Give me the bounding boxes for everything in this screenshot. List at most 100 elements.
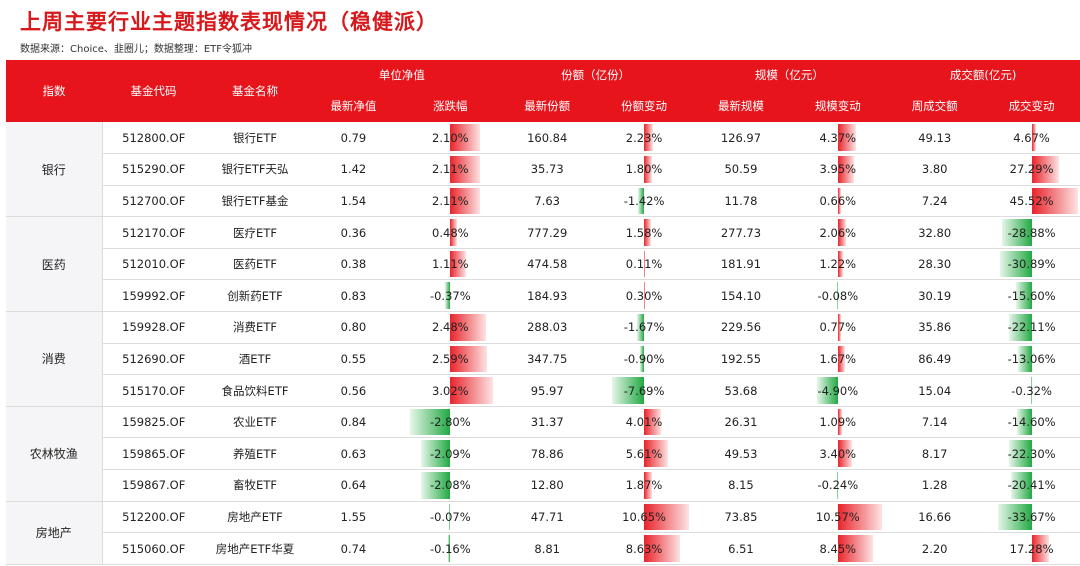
turnover-change-cell-value: 17.28% — [1009, 541, 1054, 556]
scale-latest-cell: 53.68 — [692, 374, 790, 407]
shares-latest-cell: 7.63 — [498, 185, 596, 218]
nav-change-cell: 2.59% — [401, 343, 499, 376]
fund-code-cell: 512690.OF — [102, 343, 205, 376]
decrease-bar — [410, 408, 451, 436]
shares-change-cell: 8.63% — [595, 532, 693, 565]
fund-name-cell: 银行ETF — [205, 122, 305, 155]
etf-performance-table: 指数 基金代码 基金名称 单位净值 份额（亿份） 规模（亿元） 成交额(亿元) … — [6, 60, 1080, 565]
increase-bar — [837, 440, 853, 468]
turnover-change-cell-value: -22.30% — [1007, 446, 1056, 461]
increase-bar — [644, 503, 689, 531]
header-name: 基金名称 — [205, 60, 305, 122]
increase-bar — [837, 250, 843, 278]
nav-change-cell: 0.48% — [401, 216, 499, 249]
fund-code-cell: 159867.OF — [102, 469, 205, 502]
fund-name-cell: 房地产ETF — [205, 501, 305, 534]
nav-change-cell-value: 2.48% — [432, 320, 469, 335]
table-row: 515170.OF 食品饮料ETF 0.56 3.02% 95.97 -7.69% 53.6… — [6, 374, 1080, 407]
index-group-label: 银行 — [6, 122, 103, 218]
scale-latest-cell: 26.31 — [692, 406, 790, 439]
decrease-bar — [638, 187, 645, 215]
nav-change-cell-value: -2.09% — [429, 446, 471, 461]
scale-latest-cell: 50.59 — [692, 153, 790, 186]
header-scale: 规模（亿元） — [692, 60, 887, 90]
shares-change-cell: 0.30% — [595, 279, 693, 313]
nav-change-cell: -2.80% — [401, 406, 499, 439]
header-turnover-week: 周成交额 — [886, 90, 984, 122]
fund-name-cell: 医药ETF — [205, 248, 305, 281]
decrease-bar — [1010, 472, 1032, 499]
increase-bar — [450, 219, 458, 246]
increase-bar — [450, 250, 467, 278]
scale-change-cell-value: 4.37% — [819, 130, 857, 145]
increase-bar — [837, 219, 847, 246]
turnover-change-cell: -14.60% — [983, 406, 1080, 439]
header-turnover: 成交额(亿元) — [886, 60, 1080, 90]
shares-change-cell-value: 8.63% — [625, 541, 663, 556]
shares-change-cell-value: 10.65% — [622, 509, 666, 524]
turnover-change-cell: -28.88% — [983, 216, 1080, 249]
increase-bar — [644, 156, 652, 183]
nav-change-cell-value: -2.08% — [429, 478, 471, 493]
shares-latest-cell: 777.29 — [498, 216, 596, 249]
nav-change-cell: 2.11% — [401, 153, 499, 186]
increase-bar — [644, 219, 651, 246]
nav-change-cell: 2.48% — [401, 311, 499, 344]
shares-latest-cell: 347.75 — [498, 343, 596, 376]
increase-bar — [644, 535, 681, 562]
shares-change-cell-value: 4.01% — [625, 415, 663, 430]
shares-latest-cell: 474.58 — [498, 248, 596, 281]
increase-bar — [450, 156, 481, 183]
nav-latest-cell: 0.63 — [305, 437, 402, 471]
shares-change-cell: 1.87% — [595, 469, 693, 502]
scale-change-cell-value: -4.90% — [817, 383, 859, 398]
scale-change-cell: 0.66% — [789, 185, 887, 218]
decrease-bar — [1000, 250, 1032, 278]
shares-change-cell: -1.67% — [595, 311, 693, 344]
shares-latest-cell: 35.73 — [498, 153, 596, 186]
scale-change-cell: 4.37% — [789, 122, 887, 155]
fund-code-cell: 515060.OF — [102, 532, 205, 565]
nav-change-cell: -2.09% — [401, 437, 499, 471]
shares-latest-cell: 160.84 — [498, 122, 596, 155]
shares-change-cell-value: 1.87% — [625, 478, 663, 493]
scale-change-cell-value: 3.95% — [819, 162, 857, 177]
header-scale-change: 规模变动 — [789, 90, 887, 122]
turnover-week-cell: 2.20 — [886, 532, 984, 565]
fund-code-cell: 512010.OF — [102, 248, 205, 281]
increase-bar — [450, 345, 488, 373]
shares-change-cell: 1.80% — [595, 153, 693, 186]
turnover-change-cell-value: -33.67% — [1007, 509, 1056, 524]
turnover-change-cell: 45.52% — [983, 185, 1080, 218]
turnover-change-cell: 17.28% — [983, 532, 1080, 565]
fund-code-cell: 512800.OF — [102, 122, 205, 155]
increase-bar — [837, 187, 841, 215]
scale-change-cell-value: 1.67% — [819, 351, 857, 366]
increase-bar — [837, 124, 857, 152]
shares-change-cell: -1.42% — [595, 185, 693, 218]
scale-change-cell: 1.67% — [789, 343, 887, 376]
shares-latest-cell: 12.80 — [498, 469, 596, 502]
increase-bar — [450, 187, 481, 215]
scale-change-cell: -0.24% — [789, 469, 887, 502]
turnover-change-cell: 27.29% — [983, 153, 1080, 186]
table-row: 515290.OF 银行ETF天弘 1.42 2.11% 35.73 1.80% 50.59… — [6, 153, 1080, 186]
table-row: 512690.OF 酒ETF 0.55 2.59% 347.75 -0.90% 192.55… — [6, 343, 1080, 376]
turnover-week-cell: 1.28 — [886, 469, 984, 502]
turnover-week-cell: 8.17 — [886, 437, 984, 471]
scale-change-cell-value: 1.22% — [819, 257, 857, 272]
scale-change-cell: 3.40% — [789, 437, 887, 471]
header-scale-latest: 最新规模 — [692, 90, 790, 122]
nav-change-cell-value: 2.11% — [432, 162, 469, 177]
fund-name-cell: 医疗ETF — [205, 216, 305, 249]
shares-change-cell: 2.23% — [595, 122, 693, 155]
scale-change-cell-value: 1.09% — [819, 415, 857, 430]
decrease-bar — [1018, 345, 1032, 373]
fund-code-cell: 512200.OF — [102, 501, 205, 534]
decrease-bar — [449, 503, 451, 531]
increase-bar — [644, 472, 652, 499]
turnover-change-cell-value: -20.41% — [1007, 478, 1056, 493]
fund-name-cell: 食品饮料ETF — [205, 374, 305, 407]
turnover-change-cell: -22.11% — [983, 311, 1080, 344]
nav-latest-cell: 0.83 — [305, 279, 402, 313]
